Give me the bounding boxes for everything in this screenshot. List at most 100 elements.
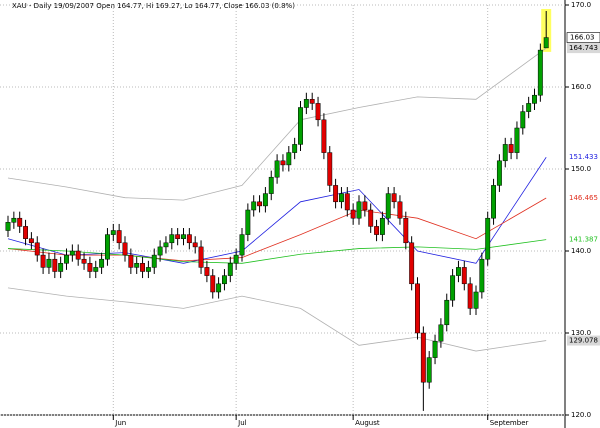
candle-body — [23, 226, 29, 239]
overlay-label: 146.465 — [569, 194, 598, 202]
candle-body — [426, 357, 432, 383]
candle-body — [274, 160, 280, 178]
overlay-line — [7, 197, 547, 262]
candle-body — [198, 246, 204, 268]
candle-body — [58, 263, 64, 272]
candle-body — [356, 201, 362, 219]
candle-body — [379, 217, 385, 235]
candle-body — [122, 242, 128, 256]
candle-body — [169, 234, 175, 244]
candle-body — [292, 144, 298, 153]
candle-body — [403, 217, 409, 244]
overlay-label: 164.743 — [569, 44, 598, 52]
candle-body — [514, 127, 520, 153]
candle-body — [508, 144, 514, 153]
candle-body — [461, 267, 467, 285]
candle-body — [116, 230, 122, 244]
candle-body — [491, 185, 497, 219]
candle-body — [456, 267, 461, 276]
candle-body — [257, 201, 263, 207]
y-tick-label: 120.0 — [571, 411, 591, 419]
candle-body — [473, 291, 479, 309]
candle-body — [339, 193, 344, 203]
candle-body — [444, 299, 450, 326]
candle-body — [99, 258, 105, 268]
candle-body — [391, 193, 397, 203]
candle-body — [479, 258, 485, 293]
candle-body — [526, 103, 532, 112]
candle-body — [69, 250, 75, 256]
candle-body — [5, 222, 11, 231]
candle-body — [192, 242, 198, 248]
overlay-label-box — [567, 152, 600, 163]
x-tick-label: Jun — [114, 419, 126, 427]
chart-title: XAU - Daily 19/09/2007 Open 164.77, Hi 1… — [12, 2, 295, 10]
overlay-label-box — [567, 192, 600, 203]
candle-body — [543, 37, 549, 49]
candle-body — [298, 107, 303, 145]
candle-body — [134, 263, 140, 268]
overlay-label: 151.433 — [569, 153, 598, 161]
candle-body — [362, 201, 368, 211]
candle-body — [374, 226, 380, 235]
candle-body — [128, 254, 134, 268]
candle-body — [438, 324, 444, 342]
y-tick-label: 130.0 — [571, 329, 591, 337]
y-tick-label: 150.0 — [571, 165, 591, 173]
candle-body — [87, 263, 93, 272]
candle-body — [303, 99, 309, 108]
candle-body — [315, 103, 321, 121]
x-tick-label: Jul — [237, 419, 247, 427]
candle-body — [204, 267, 210, 276]
candle-body — [286, 152, 292, 166]
candle-body — [145, 267, 151, 272]
candle-body — [537, 49, 543, 96]
candle-body — [344, 193, 350, 211]
candle-body — [467, 283, 473, 309]
candle-body — [17, 217, 23, 227]
candle-body — [502, 144, 508, 162]
overlay-line — [7, 239, 547, 264]
x-tick-label: August — [355, 419, 380, 427]
candle-body — [333, 185, 339, 203]
y-tick-label: 140.0 — [571, 247, 591, 255]
candle-body — [110, 230, 116, 235]
overlay-label-box — [567, 234, 600, 245]
candle-body — [397, 201, 403, 219]
price-label: 166.03 — [570, 34, 595, 42]
overlay-line — [7, 47, 547, 201]
candle-body — [34, 242, 40, 256]
candle-body — [520, 111, 526, 129]
candle-body — [432, 340, 438, 358]
candle-body — [450, 275, 456, 301]
candle-body — [163, 242, 169, 248]
candle-body — [140, 263, 146, 272]
candle-body — [350, 209, 356, 219]
candle-body — [415, 283, 420, 334]
candle-body — [75, 250, 81, 260]
candle-body — [222, 275, 227, 285]
candle-body — [186, 234, 192, 244]
candle-body — [227, 263, 233, 276]
candle-body — [268, 176, 274, 194]
candle-body — [46, 258, 52, 268]
x-tick-label: September — [490, 419, 529, 427]
candle-body — [151, 254, 157, 268]
candle-body — [409, 242, 415, 285]
candle-body — [321, 119, 327, 153]
candle-body — [262, 193, 268, 207]
candle-body — [280, 160, 286, 166]
candle-body — [496, 160, 502, 186]
y-tick-label: 160.0 — [571, 83, 591, 91]
candle-body — [245, 209, 251, 235]
candle-body — [239, 234, 245, 256]
y-tick-label: 170.0 — [571, 1, 591, 9]
candle-body — [210, 275, 216, 293]
candle-body — [52, 258, 58, 272]
candle-body — [532, 94, 537, 104]
candle-body — [28, 238, 34, 244]
candle-body — [181, 234, 186, 239]
candle-body — [157, 246, 163, 256]
overlay-label-box — [567, 335, 600, 346]
